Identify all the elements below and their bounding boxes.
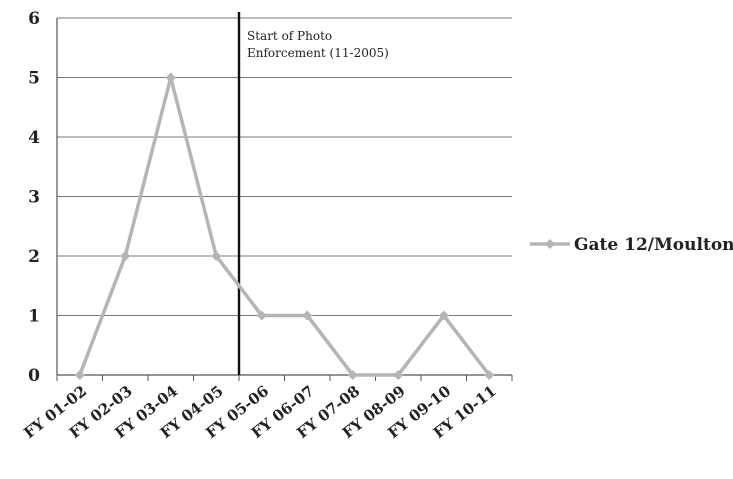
y-tick-label: 0 [28, 366, 40, 386]
data-point-marker [438, 310, 449, 321]
y-tick-label: 4 [28, 128, 40, 148]
legend-marker [545, 239, 555, 249]
annotation-text: Enforcement (11-2005) [247, 46, 389, 60]
axis-layer [56, 18, 513, 381]
y-tick-label: 3 [28, 188, 40, 208]
data-point-marker [165, 72, 176, 83]
y-tick-label: 5 [28, 69, 40, 89]
y-tick-label: 2 [28, 247, 40, 267]
data-point-marker [211, 251, 222, 261]
data-point-marker [74, 370, 85, 380]
series-layer [74, 72, 495, 380]
data-point-marker [393, 370, 404, 380]
data-point-marker [484, 370, 495, 380]
grid-layer [57, 17, 512, 316]
y-tick-label: 1 [28, 307, 40, 327]
legend-label: Gate 12/Moulton [574, 235, 733, 255]
data-point-marker [256, 310, 267, 321]
data-point-marker [347, 370, 358, 380]
annotation-layer: Start of Photo Enforcement (11-2005) [237, 12, 389, 375]
legend: Gate 12/Moulton [530, 235, 733, 255]
series-line-0 [78, 75, 491, 377]
data-point-marker [120, 251, 131, 261]
annotation-text: Start of Photo [247, 29, 332, 43]
y-tick-label: 6 [28, 9, 40, 29]
data-point-marker [302, 310, 313, 321]
